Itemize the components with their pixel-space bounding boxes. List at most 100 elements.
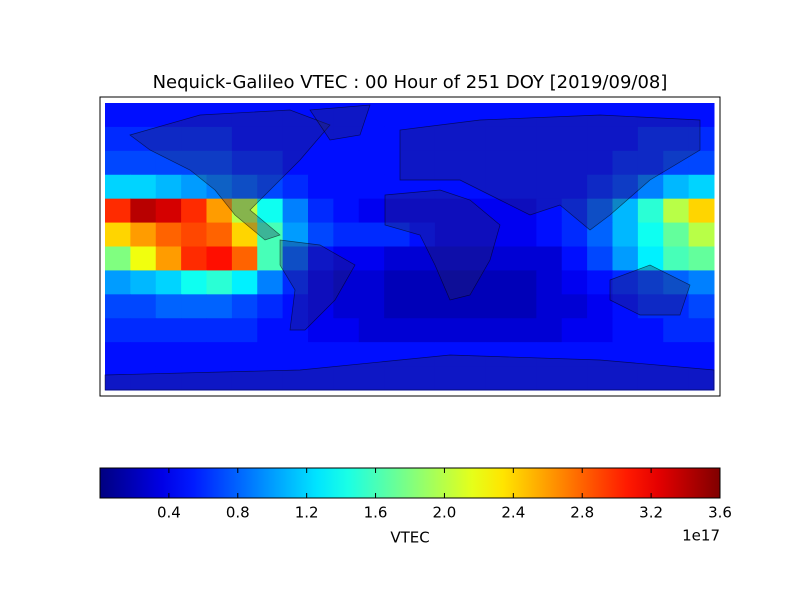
colorbar-tick-label: 2.4 xyxy=(501,504,525,522)
heatmap-cell xyxy=(409,174,436,200)
eurasia xyxy=(399,114,701,231)
heatmap-cell xyxy=(536,103,563,128)
heatmap-cell xyxy=(105,222,131,247)
heatmap-cell xyxy=(612,126,639,152)
heatmap-cell xyxy=(434,103,461,128)
heatmap-cell xyxy=(105,270,131,295)
heatmap-cell xyxy=(637,318,664,343)
heatmap-cell xyxy=(688,366,715,391)
heatmap-cell xyxy=(333,342,360,367)
colorbar-tick-label: 3.2 xyxy=(639,504,663,522)
heatmap-cell xyxy=(384,198,410,224)
heatmap-cell xyxy=(105,342,131,367)
north-america xyxy=(129,109,331,241)
heatmap-cell xyxy=(511,174,537,200)
heatmap-cell xyxy=(257,366,284,391)
heatmap-cell xyxy=(434,366,461,391)
heatmap-cell xyxy=(561,222,588,247)
heatmap-cell xyxy=(561,150,588,176)
heatmap-cell xyxy=(637,150,664,176)
heatmap-cell xyxy=(663,150,690,176)
heatmap-cell xyxy=(358,222,385,247)
heatmap-cell xyxy=(358,174,385,200)
heatmap-cell xyxy=(409,150,436,176)
heatmap-cell xyxy=(460,294,487,319)
heatmap-cell xyxy=(231,366,258,391)
heatmap-cell xyxy=(155,366,182,391)
heatmap-cell xyxy=(612,246,639,271)
heatmap-cell xyxy=(257,126,284,152)
heatmap-cell xyxy=(409,366,436,391)
heatmap-cell xyxy=(511,294,537,319)
heatmap-cell xyxy=(333,126,360,152)
heatmap-cell xyxy=(384,342,410,367)
heatmap-cell xyxy=(105,103,131,128)
heatmap-cell xyxy=(384,222,410,247)
heatmap-cell xyxy=(155,246,182,271)
heatmap-cell xyxy=(688,174,715,200)
heatmap-cell xyxy=(384,103,410,128)
heatmap-cell xyxy=(181,126,207,152)
heatmap-cell xyxy=(384,366,410,391)
heatmap-cell xyxy=(333,198,360,224)
heatmap-cell xyxy=(536,198,563,224)
heatmap-cell xyxy=(181,198,207,224)
heatmap-cell xyxy=(308,294,334,319)
heatmap-cell xyxy=(663,246,690,271)
heatmap-cell xyxy=(485,126,512,152)
colorbar-tick-label: 3.6 xyxy=(708,504,732,522)
heatmap-cell xyxy=(384,294,410,319)
heatmap-cell xyxy=(358,294,385,319)
heatmap-cell xyxy=(384,150,410,176)
heatmap-cell xyxy=(663,103,690,128)
heatmap-cell xyxy=(282,198,309,224)
heatmap-cell xyxy=(561,366,588,391)
heatmap-cell xyxy=(155,174,182,200)
heatmap-cell xyxy=(536,294,563,319)
heatmap-cell xyxy=(105,294,131,319)
colorbar-tick-label: 2.0 xyxy=(433,504,457,522)
heatmap-cell xyxy=(460,246,487,271)
colorbar-ticks: 0.4 0.8 1.2 1.6 2.0 2.4 2.8 3.2 3.6 xyxy=(157,468,732,522)
heatmap-cell xyxy=(206,222,233,247)
heatmap-cell xyxy=(511,103,537,128)
heatmap-cell xyxy=(637,126,664,152)
heatmap xyxy=(105,103,715,391)
heatmap-cell xyxy=(434,126,461,152)
heatmap-cell xyxy=(637,198,664,224)
heatmap-cell xyxy=(231,198,258,224)
heatmap-cell xyxy=(282,294,309,319)
heatmap-cell xyxy=(358,318,385,343)
heatmap-cell xyxy=(105,174,131,200)
heatmap-cell xyxy=(308,103,334,128)
heatmap-cell xyxy=(536,366,563,391)
heatmap-cell xyxy=(282,126,309,152)
heatmap-cell xyxy=(612,150,639,176)
heatmap-cell xyxy=(561,174,588,200)
heatmap-cell xyxy=(536,246,563,271)
heatmap-cell xyxy=(409,103,436,128)
heatmap-cell xyxy=(485,150,512,176)
heatmap-cell xyxy=(612,103,639,128)
heatmap-cell xyxy=(257,150,284,176)
heatmap-cell xyxy=(561,198,588,224)
heatmap-cell xyxy=(155,270,182,295)
heatmap-cell xyxy=(561,246,588,271)
heatmap-cell xyxy=(130,366,157,391)
heatmap-cell xyxy=(308,366,334,391)
heatmap-cell xyxy=(257,246,284,271)
heatmap-cell xyxy=(308,198,334,224)
heatmap-cell xyxy=(155,126,182,152)
heatmap-cell xyxy=(231,174,258,200)
heatmap-cell xyxy=(688,342,715,367)
heatmap-cell xyxy=(282,342,309,367)
heatmap-cell xyxy=(409,246,436,271)
colorbar-offset: 1e17 xyxy=(682,527,720,545)
colorbar-tick-label: 1.6 xyxy=(364,504,388,522)
heatmap-cell xyxy=(333,246,360,271)
heatmap-cell xyxy=(663,126,690,152)
heatmap-cell xyxy=(206,126,233,152)
heatmap-cell xyxy=(206,366,233,391)
continents xyxy=(104,104,715,391)
